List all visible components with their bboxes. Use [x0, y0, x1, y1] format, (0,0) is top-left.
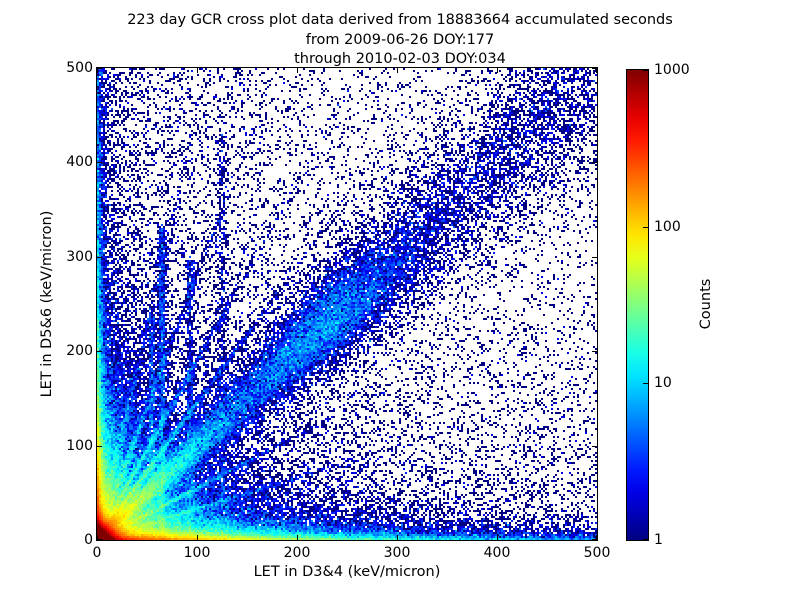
y-tick-mark — [97, 162, 102, 163]
y-tick-mark — [97, 539, 102, 540]
colorbar-label: Counts — [698, 278, 714, 330]
colorbar-tick-mark — [643, 539, 648, 540]
x-tick-mark-top — [596, 68, 597, 73]
x-tick-mark — [97, 535, 98, 540]
y-tick-mark — [97, 257, 102, 258]
x-tick-mark — [397, 535, 398, 540]
y-tick-mark-right — [592, 446, 597, 447]
x-tick-mark — [197, 535, 198, 540]
title-line-3: through 2010-02-03 DOY:034 — [294, 51, 506, 67]
x-tick-mark — [497, 535, 498, 540]
x-axis-label: LET in D3&4 (keV/micron) — [253, 564, 441, 580]
y-tick-label: 300 — [66, 249, 93, 265]
y-tick-mark — [97, 351, 102, 352]
x-tick-label: 0 — [92, 545, 102, 561]
y-tick-mark-right — [592, 68, 597, 69]
colorbar-tick-mark — [643, 383, 648, 384]
x-tick-mark-top — [497, 68, 498, 73]
colorbar-tick-mark — [643, 70, 648, 71]
x-tick-mark-top — [297, 68, 298, 73]
y-tick-mark-right — [592, 162, 597, 163]
chart-title: 223 day GCR cross plot data derived from… — [0, 11, 800, 70]
y-tick-mark-right — [592, 351, 597, 352]
y-tick-mark-right — [592, 257, 597, 258]
colorbar-tick-label: 100 — [654, 219, 681, 235]
title-line-2: from 2009-06-26 DOY:177 — [305, 31, 495, 48]
x-tick-mark-top — [397, 68, 398, 73]
y-axis-label: LET in D5&6 (keV/micron) — [39, 210, 55, 398]
colorbar-tick-label: 10 — [654, 375, 672, 391]
y-tick-mark — [97, 68, 102, 69]
y-tick-label: 400 — [66, 154, 93, 170]
colorbar-tick-label: 1 — [654, 532, 663, 548]
colorbar-tick-mark — [643, 227, 648, 228]
y-tick-mark-right — [592, 539, 597, 540]
x-tick-label: 200 — [283, 545, 311, 561]
y-tick-label: 0 — [84, 532, 93, 548]
colorbar-gradient — [627, 70, 648, 540]
colorbar-tick-label: 1000 — [654, 62, 690, 78]
y-tick-label: 100 — [66, 438, 93, 454]
plot-axes — [96, 67, 598, 541]
x-tick-mark — [596, 535, 597, 540]
x-tick-mark — [297, 535, 298, 540]
title-line-1: 223 day GCR cross plot data derived from… — [127, 12, 673, 28]
x-tick-label: 300 — [383, 545, 411, 561]
x-tick-mark-top — [197, 68, 198, 73]
y-tick-label: 500 — [66, 60, 93, 76]
histogram-canvas — [97, 68, 597, 540]
x-tick-label: 100 — [183, 545, 211, 561]
x-tick-mark-top — [97, 68, 98, 73]
x-tick-label: 400 — [483, 545, 511, 561]
y-tick-mark — [97, 446, 102, 447]
x-tick-label: 500 — [583, 545, 611, 561]
colorbar — [626, 69, 649, 541]
y-tick-label: 200 — [66, 343, 93, 359]
